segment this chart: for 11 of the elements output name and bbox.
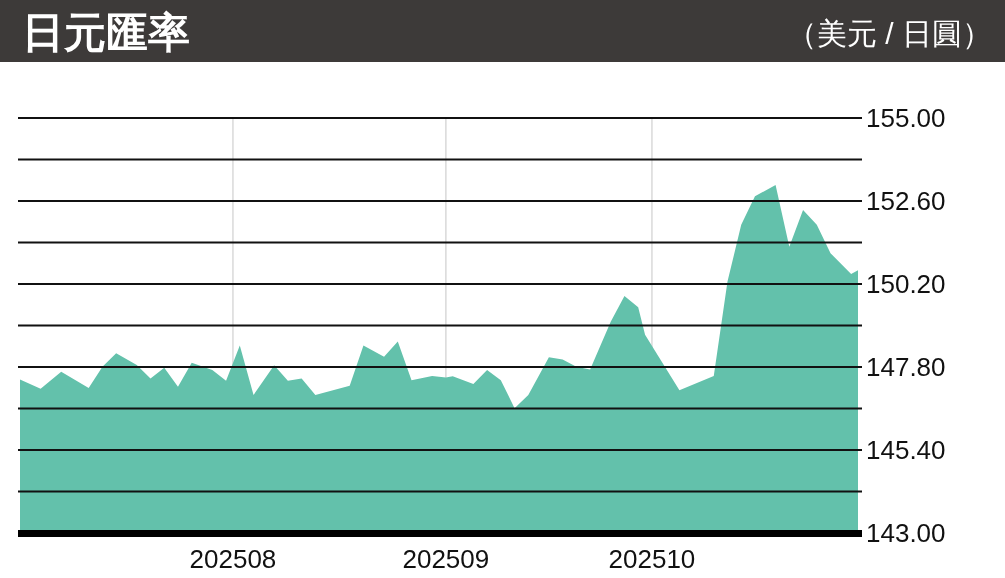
y-tick-label: 145.40 bbox=[866, 435, 946, 465]
y-tick-label: 150.20 bbox=[866, 269, 946, 299]
chart-title: 日元匯率 bbox=[22, 9, 190, 56]
y-tick-label: 143.00 bbox=[866, 518, 946, 548]
y-tick-label: 155.00 bbox=[866, 103, 946, 133]
x-tick-label: 202508 bbox=[189, 544, 277, 574]
y-tick-label: 147.80 bbox=[866, 352, 946, 382]
chart-subtitle: （美元 / 日圓） bbox=[786, 17, 992, 50]
x-tick-label: 202510 bbox=[608, 544, 696, 574]
y-tick-label: 152.60 bbox=[866, 186, 946, 216]
x-tick-label: 202509 bbox=[402, 544, 490, 574]
